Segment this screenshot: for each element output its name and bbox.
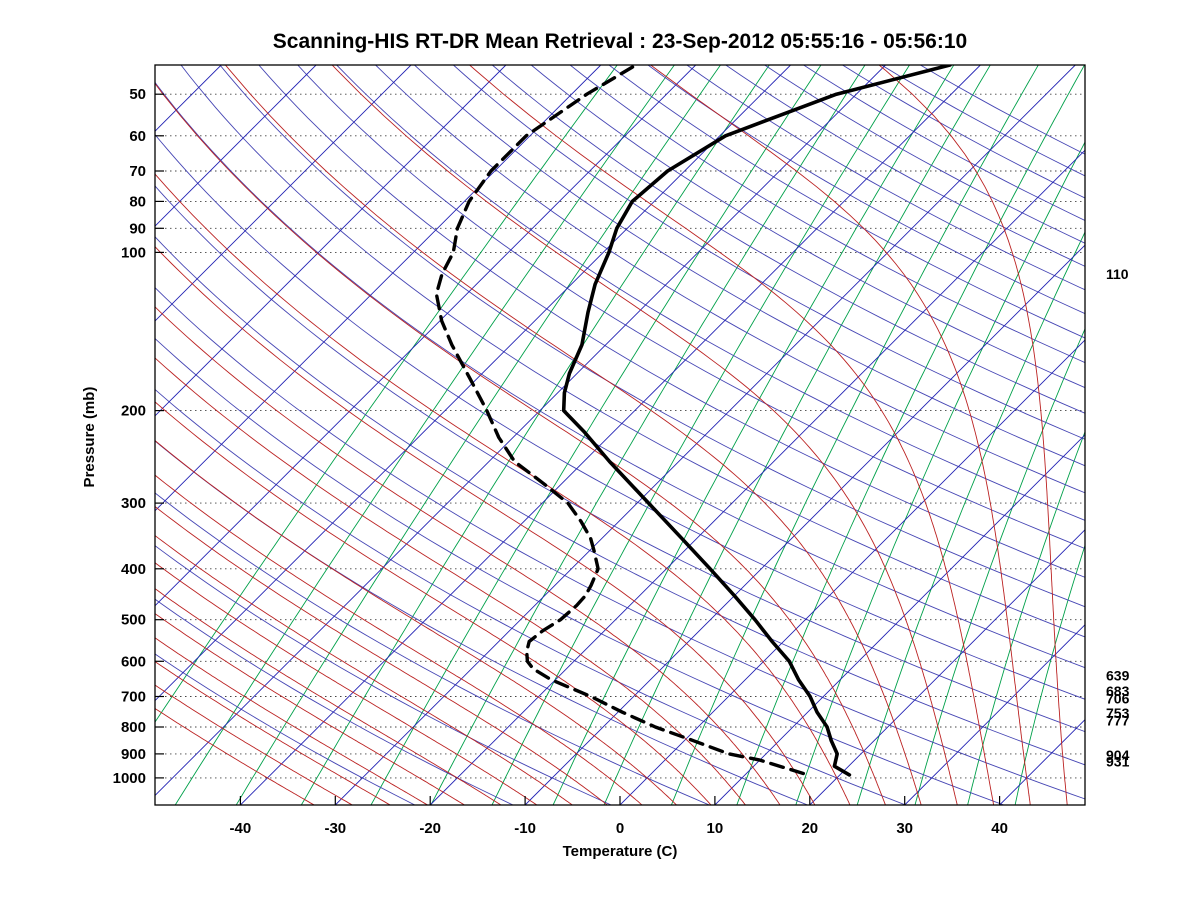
- right-pressure-label: 931: [1106, 754, 1130, 770]
- x-tick-label: 0: [616, 820, 624, 837]
- x-tick-label: 10: [707, 820, 724, 837]
- x-tick-label: 20: [801, 820, 818, 837]
- y-tick-label: 300: [121, 495, 146, 512]
- x-axis-label: Temperature (C): [562, 843, 678, 860]
- y-tick-label: 800: [121, 719, 146, 736]
- isotherms: [155, 65, 1085, 805]
- y-tick-label: 50: [129, 86, 146, 103]
- y-tick-label: 700: [121, 689, 146, 706]
- y-tick-label: 600: [121, 653, 146, 670]
- right-pressure-label: 904: [1106, 747, 1130, 763]
- y-tick-label: 70: [129, 163, 146, 180]
- moist-adiabats: [155, 65, 1068, 805]
- x-tick-label: -10: [514, 820, 536, 837]
- right-pressure-label: 110: [1106, 266, 1129, 282]
- axes-frame: -40 -30 -20 -10 0 10 20 30 40 50 60 70 80 90 100 200 300…: [113, 64, 1086, 837]
- mixing-ratio-lines: [155, 65, 1085, 805]
- chart-title: Scanning-HIS RT-DR Mean Retrieval : 23-S…: [272, 30, 968, 53]
- right-pressure-label: 683: [1106, 683, 1130, 699]
- x-tick-label: 30: [896, 820, 913, 837]
- temperature-profile: [561, 65, 952, 777]
- y-tick-label: 500: [121, 612, 146, 629]
- x-tick-label: 40: [991, 820, 1008, 837]
- x-tick-label: -20: [419, 820, 441, 837]
- dry-adiabats: [155, 65, 1085, 805]
- right-pressure-label: 777: [1106, 712, 1130, 728]
- y-tick-label: 900: [121, 746, 146, 763]
- y-tick-label: 80: [129, 193, 146, 210]
- dewpoint-profile: [434, 65, 805, 776]
- y-tick-label: 200: [121, 403, 146, 420]
- y-tick-label: 400: [121, 561, 146, 578]
- y-tick-label: 100: [121, 244, 146, 261]
- y-tick-label: 60: [129, 128, 146, 145]
- right-pressure-label: 706: [1106, 691, 1130, 707]
- x-tick-label: -40: [230, 820, 252, 837]
- right-pressure-label: 639: [1106, 668, 1130, 684]
- y-tick-label: 1000: [113, 770, 146, 787]
- x-tick-label: -30: [324, 820, 346, 837]
- y-tick-label: 90: [129, 220, 146, 237]
- right-pressure-label: 753: [1106, 705, 1130, 721]
- y-axis-label: Pressure (mb): [81, 386, 98, 488]
